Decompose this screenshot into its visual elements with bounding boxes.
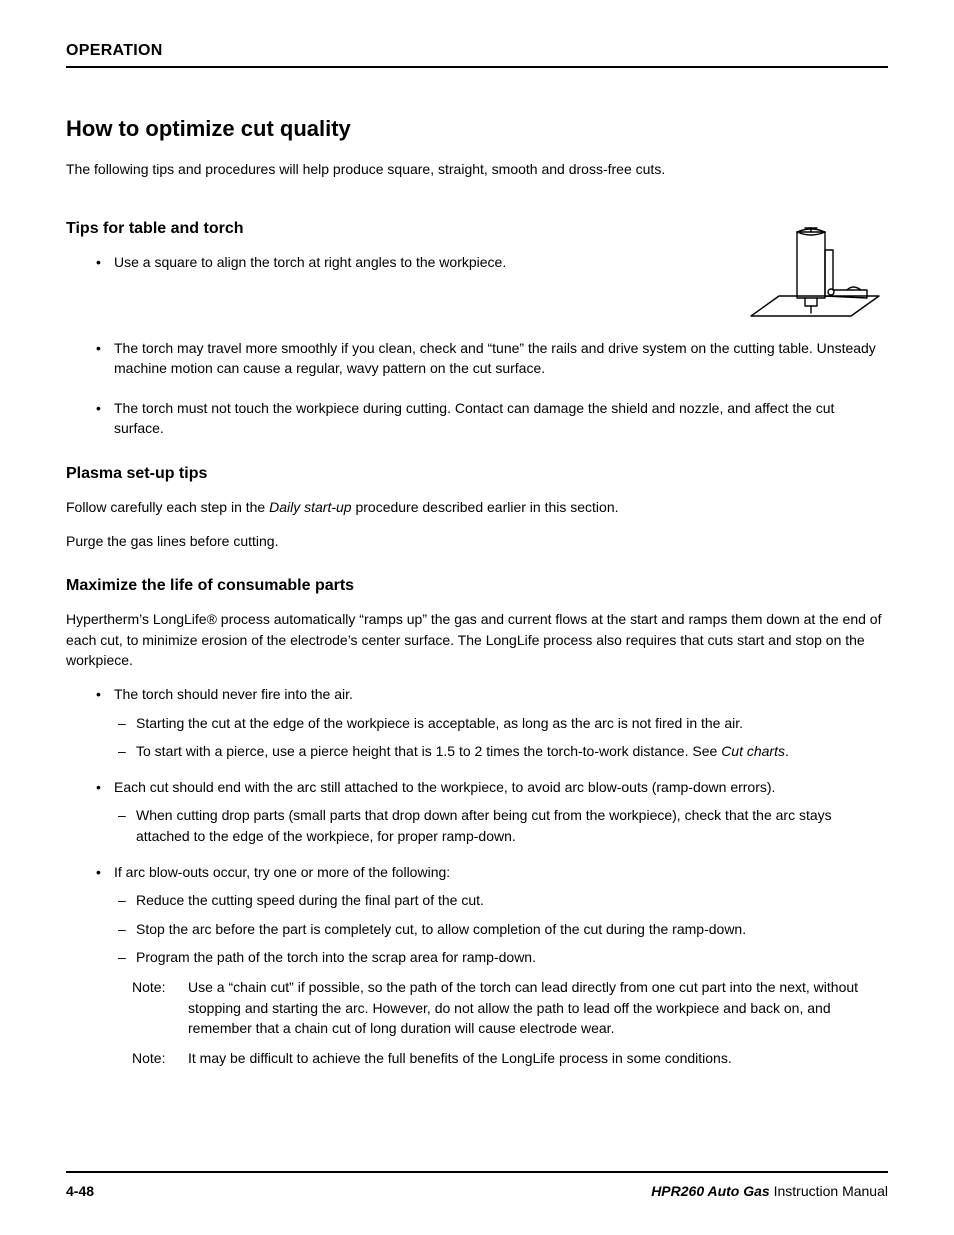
- text-run: .: [785, 743, 789, 759]
- body-paragraph: Follow carefully each step in the Daily …: [66, 497, 888, 517]
- torch-square-diagram: [743, 220, 888, 330]
- bullet-item: Each cut should end with the arc still a…: [114, 777, 888, 846]
- document-title: HPR260 Auto Gas Instruction Manual: [651, 1183, 888, 1199]
- bullet-item: Use a square to align the torch at right…: [114, 252, 731, 272]
- bullet-text: Each cut should end with the arc still a…: [114, 779, 775, 795]
- bullet-item: If arc blow-outs occur, try one or more …: [114, 862, 888, 1068]
- bullet-item: The torch may travel more smoothly if yo…: [114, 338, 888, 379]
- doc-title-suffix: Instruction Manual: [770, 1183, 888, 1199]
- subheading-plasma-setup: Plasma set-up tips: [66, 465, 888, 483]
- footer-rule: [66, 1171, 888, 1173]
- bullet-item: The torch should never fire into the air…: [114, 684, 888, 761]
- dash-item: Reduce the cutting speed during the fina…: [136, 890, 888, 910]
- header-rule: [66, 66, 888, 68]
- text-run: procedure described earlier in this sect…: [352, 499, 619, 515]
- italic-run: Daily start-up: [269, 499, 351, 515]
- subheading-tips-table-torch: Tips for table and torch: [66, 220, 731, 238]
- note-label: Note:: [132, 977, 188, 1038]
- note-text: Use a “chain cut” if possible, so the pa…: [188, 977, 888, 1038]
- dash-item: Starting the cut at the edge of the work…: [136, 713, 888, 733]
- italic-run: Cut charts: [721, 743, 785, 759]
- note-block: Note: It may be difficult to achieve the…: [114, 1048, 888, 1068]
- dash-item: Program the path of the torch into the s…: [136, 947, 888, 967]
- dash-item: Stop the arc before the part is complete…: [136, 919, 888, 939]
- note-block: Note: Use a “chain cut” if possible, so …: [114, 977, 888, 1038]
- bullet-text: If arc blow-outs occur, try one or more …: [114, 864, 450, 880]
- page-number: 4-48: [66, 1183, 94, 1199]
- intro-paragraph: The following tips and procedures will h…: [66, 160, 888, 180]
- section-header: OPERATION: [66, 42, 888, 60]
- bullet-item: The torch must not touch the workpiece d…: [114, 398, 888, 439]
- page-footer: 4-48 HPR260 Auto Gas Instruction Manual: [66, 1171, 888, 1199]
- dash-item: When cutting drop parts (small parts tha…: [136, 805, 888, 846]
- doc-title-bold: HPR260 Auto Gas: [651, 1183, 770, 1199]
- note-label: Note:: [132, 1048, 188, 1068]
- note-text: It may be difficult to achieve the full …: [188, 1048, 732, 1068]
- body-paragraph: Hypertherm’s LongLife® process automatic…: [66, 609, 888, 670]
- page-title: How to optimize cut quality: [66, 116, 888, 142]
- body-paragraph: Purge the gas lines before cutting.: [66, 531, 888, 551]
- text-run: Follow carefully each step in the: [66, 499, 269, 515]
- bullet-text: The torch should never fire into the air…: [114, 686, 353, 702]
- text-run: To start with a pierce, use a pierce hei…: [136, 743, 721, 759]
- subheading-maximize-life: Maximize the life of consumable parts: [66, 577, 888, 595]
- dash-item: To start with a pierce, use a pierce hei…: [136, 741, 888, 761]
